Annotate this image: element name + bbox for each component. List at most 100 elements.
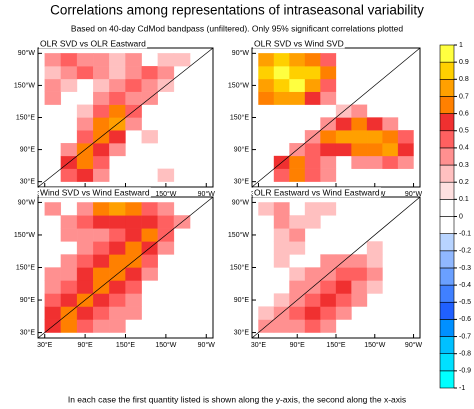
panel-title-bg — [253, 38, 345, 49]
panel-title: Wind SVD vs Wind Eastward — [40, 187, 150, 197]
heat-cell — [44, 293, 62, 307]
heat-cell — [351, 280, 368, 294]
colorbar-cell — [439, 96, 455, 114]
heat-cell — [109, 53, 126, 67]
heat-cell — [109, 293, 126, 307]
heat-cell — [289, 228, 306, 242]
heat-cell — [335, 130, 352, 144]
heat-cell — [366, 241, 383, 255]
heat-cell — [125, 267, 142, 281]
colorbar-cell — [439, 336, 455, 354]
heat-cell — [351, 130, 368, 144]
y-tick-label: 30°E — [20, 328, 36, 336]
heat-cell — [304, 319, 321, 333]
heat-cell — [44, 66, 62, 80]
y-tick-label: 90°W — [18, 49, 36, 57]
heat-cell — [351, 155, 368, 169]
colorbar-label: 0.8 — [459, 76, 469, 83]
heat-cell — [351, 143, 368, 157]
colorbar-label: -0.2 — [459, 248, 471, 255]
colorbar-cell — [439, 216, 455, 234]
colorbar-label: 0 — [459, 213, 463, 220]
heat-cell — [320, 155, 337, 169]
colorbar-cell — [439, 233, 455, 252]
heat-cell — [320, 306, 337, 320]
colorbar-cell — [439, 284, 455, 303]
heat-cell — [109, 215, 126, 229]
heat-cell — [320, 130, 337, 144]
heat-cell — [351, 117, 368, 131]
heat-cell — [60, 143, 78, 157]
heat-cell — [320, 53, 337, 67]
heat-cell — [304, 91, 321, 105]
heat-cell — [44, 280, 62, 294]
heat-cell — [76, 202, 94, 216]
heat-cell — [125, 280, 142, 294]
heat-cell — [289, 241, 306, 255]
heat-cell — [366, 155, 383, 169]
heat-cell — [366, 143, 383, 157]
heat-cell — [366, 254, 383, 268]
heat-cell — [320, 319, 337, 333]
heat-cell — [93, 254, 110, 268]
heat-cell — [397, 155, 414, 169]
heat-cell — [125, 293, 142, 307]
heat-cell — [335, 117, 352, 131]
heat-cell — [157, 202, 175, 216]
heat-cell — [44, 78, 62, 92]
colorbar-label: 0.2 — [459, 179, 469, 186]
heat-cell — [289, 66, 306, 80]
footnote: In each case the first quantity listed i… — [68, 394, 406, 404]
heat-cell — [44, 91, 62, 105]
heat-cell — [304, 155, 321, 169]
panel-title-bg — [39, 187, 151, 198]
colorbar-label: 1 — [459, 42, 463, 49]
heat-cell — [125, 228, 142, 242]
heat-cell — [60, 228, 78, 242]
heat-cell — [76, 319, 94, 333]
heat-cell — [304, 66, 321, 80]
heat-cell — [93, 267, 110, 281]
heat-cell — [273, 66, 290, 80]
y-tick-label: 90°E — [20, 145, 36, 153]
heat-cell — [125, 53, 142, 67]
heat-cell — [60, 280, 78, 294]
heat-cell — [93, 202, 110, 216]
x-tick-label: 90°E — [290, 341, 306, 349]
panel-title: OLR SVD vs Wind SVD — [254, 38, 344, 48]
heat-cell — [125, 306, 142, 320]
colorbar-cell — [439, 44, 455, 63]
colorbar-label: -0.4 — [459, 282, 471, 289]
heat-cell — [109, 319, 126, 333]
heat-cell — [93, 117, 110, 131]
heat-cell — [60, 254, 78, 268]
heat-cell — [289, 155, 306, 169]
y-tick-label: 90°E — [20, 296, 36, 304]
colorbar-label: 0.6 — [459, 110, 469, 117]
heat-cell — [157, 66, 175, 80]
x-tick-label: 90°E — [77, 341, 93, 349]
x-tick-label: 150°E — [326, 341, 345, 349]
colorbar-label: 0.5 — [459, 128, 469, 135]
heat-cell — [320, 202, 337, 216]
colorbar-cell — [439, 130, 455, 149]
heat-cell — [93, 78, 110, 92]
heat-cell — [76, 280, 94, 294]
x-tick-label: 150°W — [155, 190, 176, 198]
heat-cell — [76, 66, 94, 80]
heat-cell — [366, 130, 383, 144]
heat-cell — [93, 155, 110, 169]
heat-cell — [109, 254, 126, 268]
heat-cell — [382, 130, 399, 144]
heat-cell — [76, 130, 94, 144]
heat-cell — [109, 280, 126, 294]
heat-cell — [76, 104, 94, 118]
heat-cell — [109, 241, 126, 255]
heat-cell — [141, 267, 158, 281]
heat-cell — [76, 241, 94, 255]
y-tick-label: 90°E — [234, 145, 250, 153]
heat-cell — [289, 280, 306, 294]
heat-cell — [157, 53, 175, 67]
heat-cell — [273, 53, 290, 67]
